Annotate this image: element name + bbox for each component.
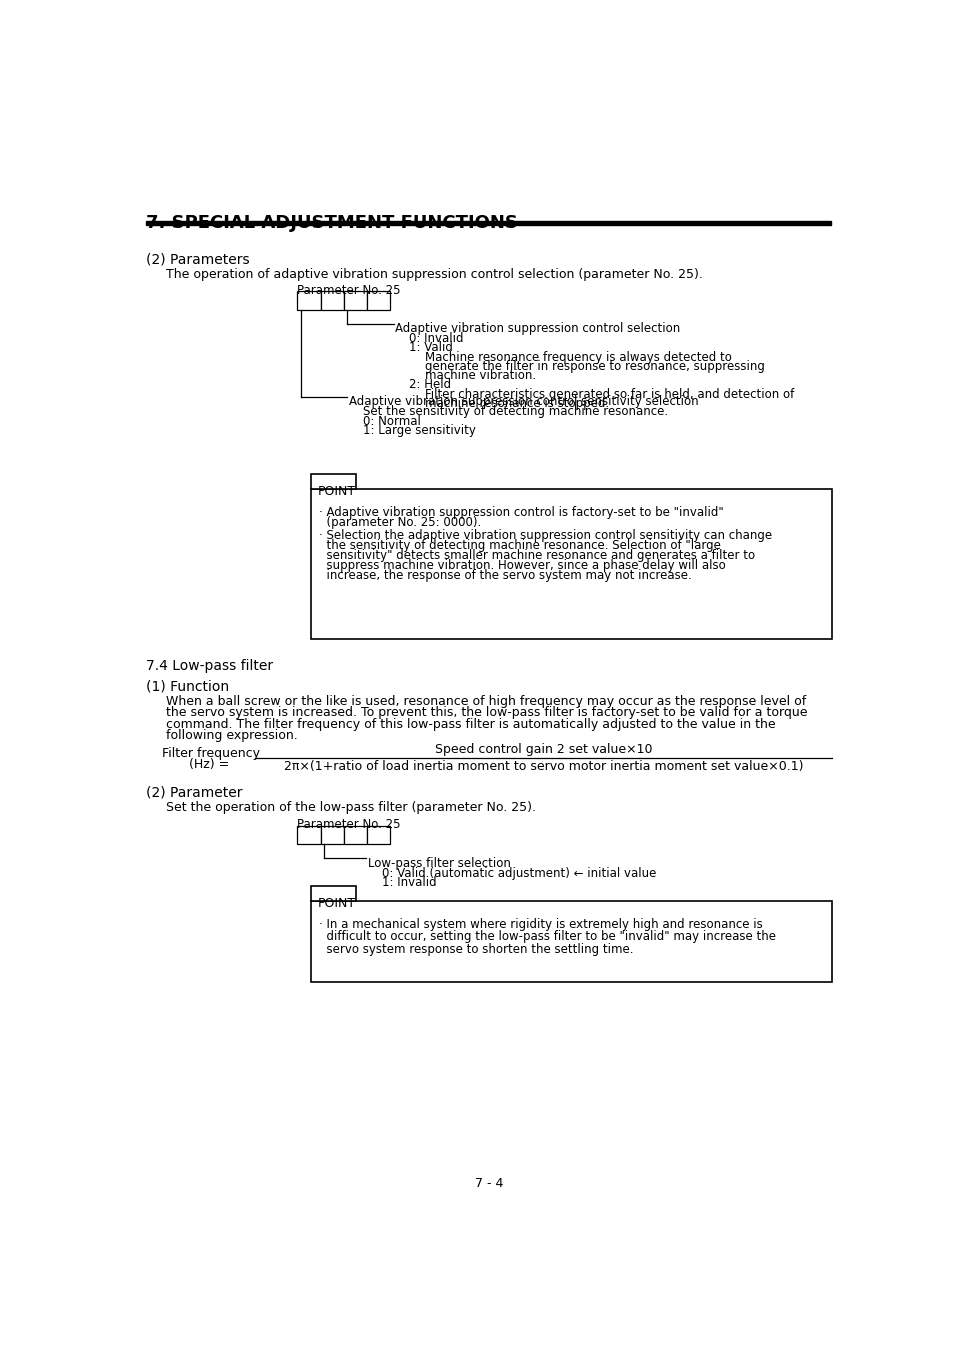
Text: The operation of adaptive vibration suppression control selection (parameter No.: The operation of adaptive vibration supp… bbox=[166, 269, 702, 281]
Text: sensitivity" detects smaller machine resonance and generates a filter to: sensitivity" detects smaller machine res… bbox=[319, 549, 755, 563]
Text: 1: Invalid: 1: Invalid bbox=[381, 876, 436, 888]
Text: POINT: POINT bbox=[317, 486, 355, 498]
Bar bbox=[311, 489, 831, 640]
Text: 7 - 4: 7 - 4 bbox=[475, 1177, 502, 1189]
Text: machine vibration.: machine vibration. bbox=[424, 369, 536, 382]
Text: Set the operation of the low-pass filter (parameter No. 25).: Set the operation of the low-pass filter… bbox=[166, 801, 536, 814]
Text: following expression.: following expression. bbox=[166, 729, 297, 742]
Bar bbox=[311, 902, 831, 981]
Bar bbox=[297, 826, 320, 844]
Text: When a ball screw or the like is used, resonance of high frequency may occur as : When a ball screw or the like is used, r… bbox=[166, 695, 805, 707]
Text: machine resonance is stopped.: machine resonance is stopped. bbox=[424, 397, 608, 410]
Text: difficult to occur, setting the low-pass filter to be "invalid" may increase the: difficult to occur, setting the low-pass… bbox=[319, 930, 776, 944]
Text: 0: Valid (automatic adjustment) ← initial value: 0: Valid (automatic adjustment) ← initia… bbox=[381, 867, 656, 880]
Text: increase, the response of the servo system may not increase.: increase, the response of the servo syst… bbox=[319, 570, 691, 582]
Text: · In a mechanical system where rigidity is extremely high and resonance is: · In a mechanical system where rigidity … bbox=[319, 918, 762, 932]
Text: Parameter No. 25: Parameter No. 25 bbox=[297, 818, 400, 832]
Text: the servo system is increased. To prevent this, the low-pass filter is factory-s: the servo system is increased. To preven… bbox=[166, 706, 806, 720]
Text: command. The filter frequency of this low-pass filter is automatically adjusted : command. The filter frequency of this lo… bbox=[166, 718, 775, 730]
Text: Speed control gain 2 set value×10: Speed control gain 2 set value×10 bbox=[435, 744, 652, 756]
Bar bbox=[320, 826, 344, 844]
Text: (1) Function: (1) Function bbox=[146, 679, 230, 694]
Text: POINT: POINT bbox=[317, 898, 355, 910]
Bar bbox=[297, 292, 320, 311]
Text: Adaptive vibration suppression control selection: Adaptive vibration suppression control s… bbox=[395, 323, 679, 335]
Text: Filter frequency: Filter frequency bbox=[162, 747, 259, 760]
Text: 7.4 Low-pass filter: 7.4 Low-pass filter bbox=[146, 659, 274, 672]
Text: 0: Invalid: 0: Invalid bbox=[409, 332, 463, 346]
Text: · Selection the adaptive vibration suppression control sensitivity can change: · Selection the adaptive vibration suppr… bbox=[319, 529, 772, 543]
Text: Filter characteristics generated so far is held, and detection of: Filter characteristics generated so far … bbox=[424, 387, 793, 401]
Text: (2) Parameters: (2) Parameters bbox=[146, 252, 250, 267]
Text: 0: Normal: 0: Normal bbox=[362, 414, 420, 428]
Text: (2) Parameter: (2) Parameter bbox=[146, 786, 243, 799]
Text: Adaptive vibration suppression control sensitivity selection: Adaptive vibration suppression control s… bbox=[348, 396, 698, 408]
Bar bbox=[344, 292, 367, 311]
Text: suppress machine vibration. However, since a phase delay will also: suppress machine vibration. However, sin… bbox=[319, 559, 725, 572]
Text: (parameter No. 25: 0000).: (parameter No. 25: 0000). bbox=[319, 516, 481, 529]
Bar bbox=[311, 886, 356, 902]
Text: · Adaptive vibration suppression control is factory-set to be "invalid": · Adaptive vibration suppression control… bbox=[319, 506, 723, 520]
Bar bbox=[311, 474, 356, 489]
Text: Machine resonance frequency is always detected to: Machine resonance frequency is always de… bbox=[424, 351, 731, 363]
Text: 1: Large sensitivity: 1: Large sensitivity bbox=[362, 424, 475, 437]
Text: Parameter No. 25: Parameter No. 25 bbox=[297, 284, 400, 297]
Text: 2: Held: 2: Held bbox=[409, 378, 451, 392]
Text: (Hz) =: (Hz) = bbox=[189, 757, 229, 771]
Text: servo system response to shorten the settling time.: servo system response to shorten the set… bbox=[319, 942, 633, 956]
Text: 1: Valid: 1: Valid bbox=[409, 342, 453, 355]
Text: Low-pass filter selection: Low-pass filter selection bbox=[368, 856, 511, 869]
Text: 2π×(1+ratio of load inertia moment to servo motor inertia moment set value×0.1): 2π×(1+ratio of load inertia moment to se… bbox=[283, 760, 802, 772]
Bar bbox=[320, 292, 344, 311]
Text: the sensitivity of detecting machine resonance. Selection of "large: the sensitivity of detecting machine res… bbox=[319, 539, 720, 552]
Bar bbox=[146, 220, 831, 225]
Text: Set the sensitivity of detecting machine resonance.: Set the sensitivity of detecting machine… bbox=[362, 405, 667, 418]
Bar bbox=[367, 826, 390, 844]
Text: generate the filter in response to resonance, suppressing: generate the filter in response to reson… bbox=[424, 360, 763, 373]
Bar bbox=[344, 826, 367, 844]
Bar bbox=[367, 292, 390, 311]
Text: 7. SPECIAL ADJUSTMENT FUNCTIONS: 7. SPECIAL ADJUSTMENT FUNCTIONS bbox=[146, 215, 517, 232]
